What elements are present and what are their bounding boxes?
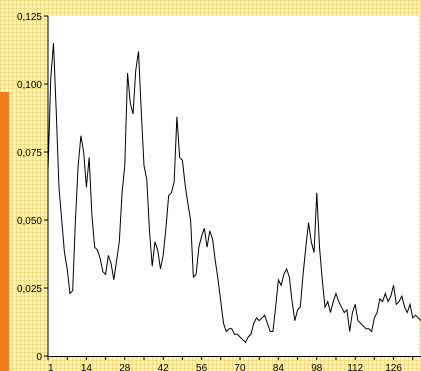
x-tick-label: 28 [119, 363, 131, 371]
x-tick-label: 70 [234, 363, 246, 371]
x-tick-label: 1 [48, 363, 54, 371]
plot-area [48, 16, 419, 356]
x-tick-label: 56 [196, 363, 208, 371]
y-tick-label: 0,050 [17, 216, 42, 227]
y-tick-label: 0 [36, 352, 42, 363]
x-tick-label: 42 [158, 363, 170, 371]
accent-strip [0, 92, 9, 371]
x-tick-label: 14 [81, 363, 93, 371]
y-tick-label: 0,025 [17, 284, 42, 295]
y-tick-label: 0,100 [17, 80, 42, 91]
y-tick-label: 0,125 [17, 12, 42, 23]
x-tick-label: 112 [347, 363, 363, 371]
y-tick-label: 0,075 [17, 148, 42, 159]
x-tick-label: 126 [385, 363, 402, 371]
series-line [47, 43, 421, 344]
x-tick-label: 84 [273, 363, 285, 371]
x-tick-label: 98 [311, 363, 323, 371]
